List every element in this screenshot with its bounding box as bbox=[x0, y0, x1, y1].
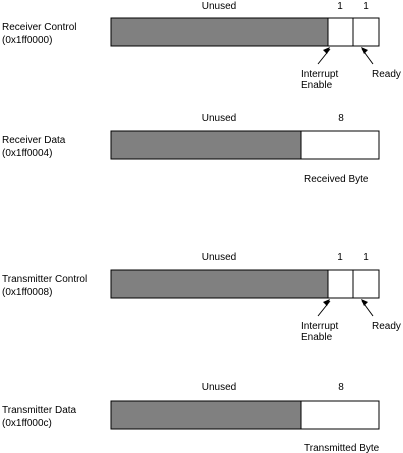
register-name: Receiver Data bbox=[2, 135, 66, 146]
bit-width-label: 1 bbox=[363, 252, 369, 263]
unused-label: Unused bbox=[202, 382, 236, 393]
arrow-icon bbox=[361, 47, 374, 65]
field-label: Transmitted Byte bbox=[304, 443, 380, 453]
unused-label: Unused bbox=[202, 252, 236, 263]
unused-field bbox=[110, 130, 302, 160]
unused-field bbox=[110, 17, 329, 47]
unused-label: Unused bbox=[202, 1, 236, 12]
register-name: Transmitter Control bbox=[2, 274, 87, 285]
register-transmitter-data: Transmitter Data (0x1ff000c) Unused 8 Tr… bbox=[2, 382, 380, 453]
register-name: Transmitter Data bbox=[2, 405, 77, 416]
arrow-icon bbox=[317, 299, 331, 317]
received-byte-field bbox=[300, 130, 380, 160]
field-label-interrupt-line1: Interrupt Enable bbox=[301, 321, 338, 343]
bit-width-label: 1 bbox=[337, 252, 343, 263]
register-address: (0x1ff0000) bbox=[2, 35, 52, 46]
field-label-ready: Ready bbox=[372, 321, 401, 332]
interrupt-enable-field bbox=[327, 17, 354, 47]
arrow-icon bbox=[317, 47, 331, 65]
bit-width-label: 1 bbox=[363, 1, 369, 12]
bit-width-label: 8 bbox=[338, 382, 344, 393]
unused-field bbox=[110, 400, 302, 430]
interrupt-enable-field bbox=[327, 269, 354, 299]
unused-label: Unused bbox=[202, 113, 236, 124]
unused-field bbox=[110, 269, 329, 299]
register-transmitter-control: Transmitter Control (0x1ff0008) Unused 1… bbox=[2, 252, 401, 343]
register-address: (0x1ff0004) bbox=[2, 148, 52, 159]
register-address: (0x1ff0008) bbox=[2, 287, 52, 298]
field-label-interrupt-line1: Interrupt Enable bbox=[301, 69, 338, 91]
register-address: (0x1ff000c) bbox=[2, 418, 52, 429]
arrow-icon bbox=[361, 299, 374, 317]
bit-width-label: 1 bbox=[337, 1, 343, 12]
bit-width-label: 8 bbox=[338, 113, 344, 124]
field-label-ready: Ready bbox=[372, 69, 401, 80]
register-receiver-control: Receiver Control (0x1ff0000) Unused 1 1 … bbox=[2, 1, 401, 91]
field-label: Received Byte bbox=[304, 174, 369, 185]
register-name: Receiver Control bbox=[2, 22, 76, 33]
register-receiver-data: Receiver Data (0x1ff0004) Unused 8 Recei… bbox=[2, 113, 380, 185]
ready-field bbox=[352, 269, 380, 299]
ready-field bbox=[352, 17, 380, 47]
transmitted-byte-field bbox=[300, 400, 380, 430]
